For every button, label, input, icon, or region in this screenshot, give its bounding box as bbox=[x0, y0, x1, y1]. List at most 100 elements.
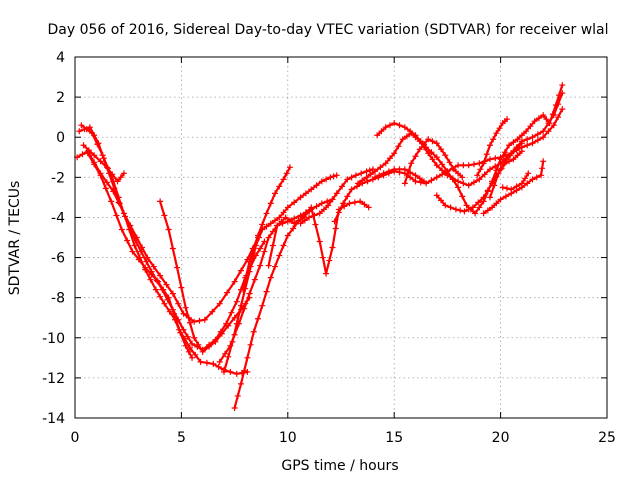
data-point bbox=[269, 242, 276, 249]
data-point bbox=[237, 267, 244, 274]
data-point bbox=[323, 176, 330, 183]
data-point bbox=[361, 201, 368, 208]
data-point bbox=[465, 162, 472, 169]
data-point bbox=[216, 300, 223, 307]
data-point bbox=[79, 151, 86, 158]
data-point bbox=[518, 140, 525, 147]
data-point bbox=[534, 131, 541, 138]
data-point bbox=[169, 306, 176, 313]
data-point bbox=[503, 185, 510, 192]
data-point bbox=[433, 140, 440, 147]
data-point bbox=[386, 155, 393, 162]
data-point bbox=[340, 200, 347, 207]
data-point bbox=[274, 222, 281, 229]
data-point bbox=[283, 170, 290, 177]
series-4 bbox=[78, 122, 196, 361]
data-point bbox=[241, 305, 248, 312]
data-point bbox=[348, 174, 355, 181]
data-point bbox=[153, 277, 160, 284]
series-2 bbox=[84, 150, 251, 377]
data-point bbox=[227, 368, 234, 375]
data-point bbox=[86, 124, 93, 131]
data-point bbox=[142, 266, 149, 273]
data-point bbox=[191, 334, 198, 341]
data-point bbox=[501, 149, 508, 156]
data-point bbox=[165, 226, 172, 233]
data-point bbox=[460, 162, 467, 169]
data-point bbox=[231, 278, 238, 285]
data-point bbox=[331, 218, 338, 225]
data-point bbox=[244, 354, 251, 361]
data-point bbox=[372, 174, 379, 181]
data-point bbox=[118, 226, 125, 233]
data-point bbox=[129, 248, 136, 255]
data-point bbox=[272, 263, 279, 270]
chart-title: Day 056 of 2016, Sidereal Day-to-day VTE… bbox=[47, 22, 608, 38]
data-point bbox=[513, 183, 520, 190]
data-point bbox=[255, 232, 262, 239]
data-point bbox=[320, 206, 327, 213]
data-point bbox=[401, 166, 408, 173]
data-point bbox=[225, 322, 232, 329]
data-point bbox=[546, 120, 553, 127]
series-15 bbox=[374, 82, 566, 217]
data-point bbox=[319, 254, 326, 261]
series-line bbox=[233, 210, 311, 410]
data-point bbox=[359, 177, 366, 184]
data-point bbox=[401, 180, 408, 187]
data-point bbox=[108, 198, 115, 205]
data-point bbox=[403, 133, 410, 140]
data-point bbox=[559, 82, 566, 89]
data-point bbox=[201, 316, 208, 323]
data-point bbox=[353, 183, 360, 190]
data-point bbox=[531, 118, 538, 125]
data-point bbox=[227, 342, 234, 349]
data-point bbox=[391, 166, 398, 173]
y-tick-label: -4 bbox=[51, 210, 65, 226]
data-point bbox=[433, 162, 440, 169]
data-point bbox=[313, 182, 320, 189]
y-tick-label: 2 bbox=[56, 90, 65, 106]
data-point bbox=[446, 159, 453, 166]
data-point bbox=[428, 177, 435, 184]
data-point bbox=[344, 176, 351, 183]
data-point bbox=[224, 289, 231, 296]
data-point bbox=[152, 286, 159, 293]
data-point bbox=[540, 134, 547, 141]
data-point bbox=[351, 199, 358, 206]
data-point bbox=[507, 152, 514, 159]
series-10 bbox=[240, 164, 293, 293]
data-point bbox=[237, 302, 244, 309]
data-point bbox=[174, 264, 181, 271]
series-22 bbox=[499, 170, 532, 193]
data-point bbox=[333, 172, 340, 179]
y-axis-label: SDTVAR / TECUs bbox=[7, 181, 23, 296]
data-point bbox=[297, 194, 304, 201]
data-point bbox=[476, 204, 483, 211]
data-point bbox=[450, 166, 457, 173]
data-point bbox=[233, 298, 240, 305]
data-point bbox=[131, 242, 138, 249]
data-point bbox=[399, 136, 406, 143]
data-point bbox=[157, 293, 164, 300]
data-point bbox=[549, 111, 556, 118]
data-point bbox=[417, 138, 424, 145]
data-point bbox=[433, 192, 440, 199]
x-tick-label: 20 bbox=[492, 430, 510, 446]
data-point bbox=[378, 128, 385, 135]
data-point bbox=[514, 152, 521, 159]
data-point bbox=[117, 174, 124, 181]
data-point bbox=[455, 170, 462, 177]
x-tick-label: 15 bbox=[385, 430, 403, 446]
data-point bbox=[514, 136, 521, 143]
data-point bbox=[102, 185, 109, 192]
y-tick-label: -2 bbox=[51, 170, 65, 186]
data-point bbox=[311, 212, 318, 219]
data-point bbox=[523, 128, 530, 135]
data-point bbox=[284, 232, 291, 239]
data-point bbox=[416, 146, 423, 153]
data-point bbox=[533, 174, 540, 181]
data-point bbox=[94, 141, 101, 148]
y-tick-label: -12 bbox=[42, 371, 65, 387]
